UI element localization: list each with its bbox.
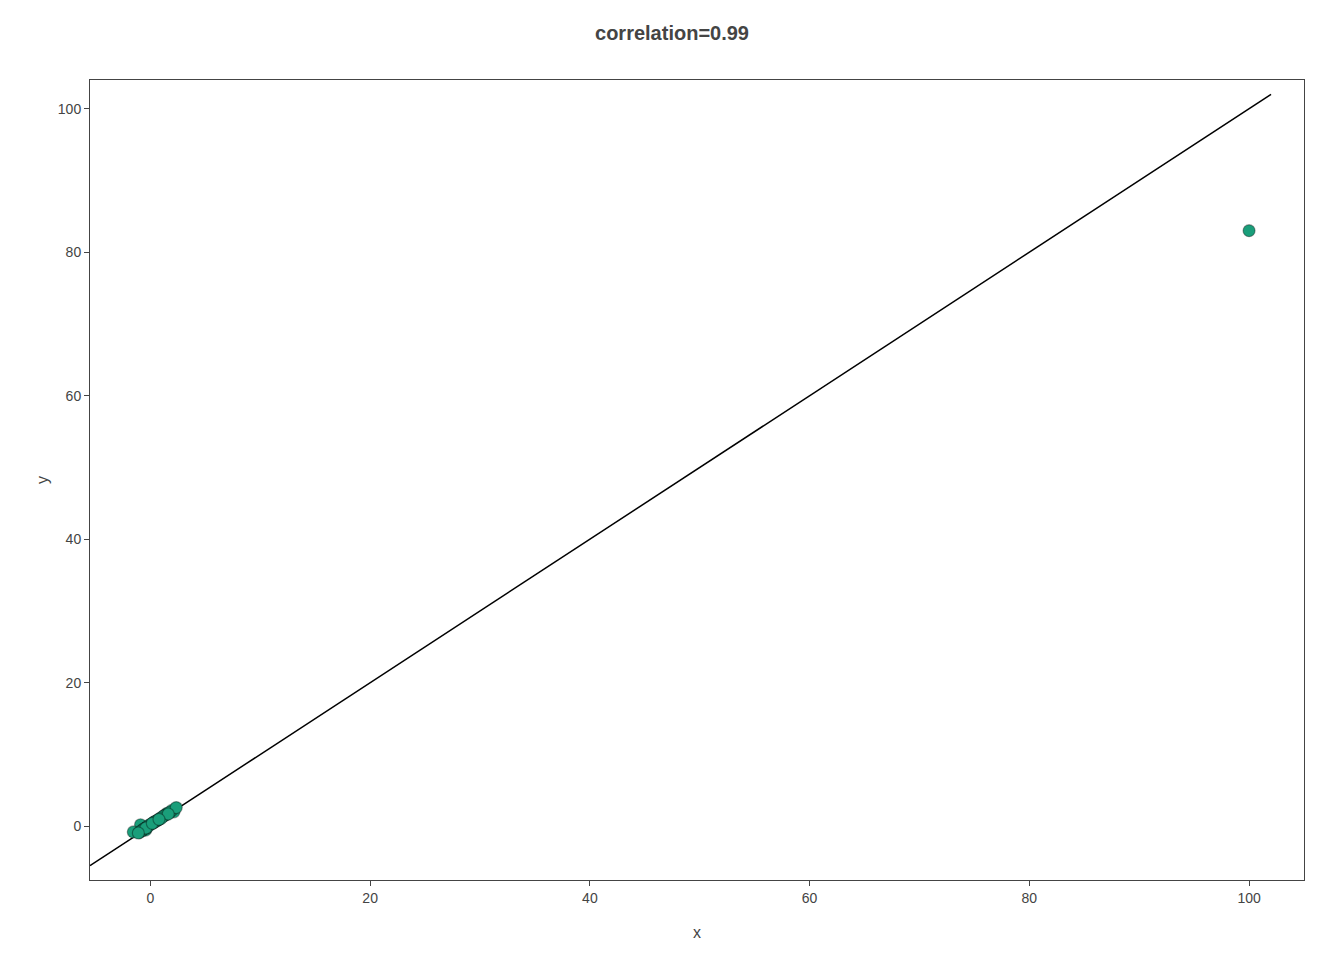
svg-text:20: 20 — [66, 675, 82, 691]
svg-text:correlation=0.99: correlation=0.99 — [595, 22, 749, 44]
svg-text:80: 80 — [66, 244, 82, 260]
svg-text:60: 60 — [802, 890, 818, 906]
svg-text:0: 0 — [147, 890, 155, 906]
svg-text:40: 40 — [582, 890, 598, 906]
svg-text:60: 60 — [66, 388, 82, 404]
svg-text:0: 0 — [73, 818, 81, 834]
svg-text:40: 40 — [66, 531, 82, 547]
svg-text:x: x — [693, 924, 701, 941]
svg-text:100: 100 — [58, 101, 82, 117]
svg-text:20: 20 — [362, 890, 378, 906]
svg-text:y: y — [34, 476, 51, 484]
svg-text:80: 80 — [1022, 890, 1038, 906]
svg-text:100: 100 — [1237, 890, 1261, 906]
